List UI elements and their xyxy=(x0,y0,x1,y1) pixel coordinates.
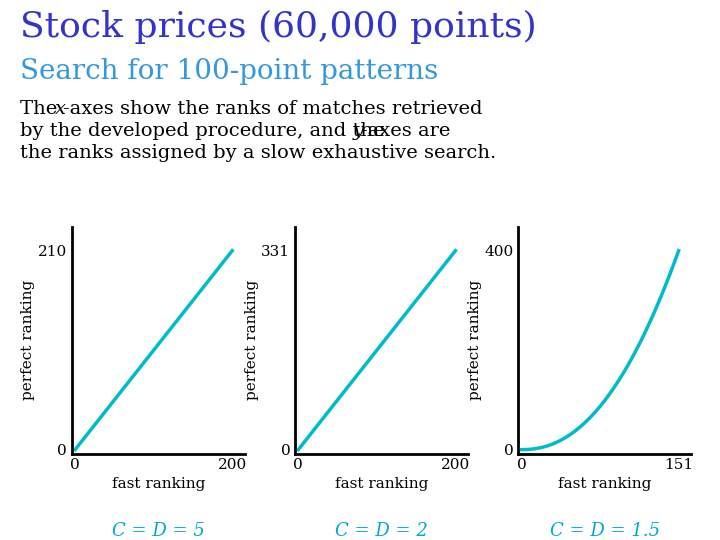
Y-axis label: perfect ranking: perfect ranking xyxy=(467,280,482,400)
Text: Search for 100-point patterns: Search for 100-point patterns xyxy=(20,58,438,85)
Text: y: y xyxy=(354,122,364,140)
Y-axis label: perfect ranking: perfect ranking xyxy=(21,280,35,400)
Text: C = D = 1.5: C = D = 1.5 xyxy=(550,522,660,539)
Text: -axes are: -axes are xyxy=(361,122,451,140)
X-axis label: fast ranking: fast ranking xyxy=(335,477,428,491)
X-axis label: fast ranking: fast ranking xyxy=(558,477,652,491)
Text: by the developed procedure, and the: by the developed procedure, and the xyxy=(20,122,391,140)
Text: C = D = 2: C = D = 2 xyxy=(336,522,428,539)
Text: the ranks assigned by a slow exhaustive search.: the ranks assigned by a slow exhaustive … xyxy=(20,144,496,162)
Text: C = D = 5: C = D = 5 xyxy=(112,522,204,539)
X-axis label: fast ranking: fast ranking xyxy=(112,477,205,491)
Y-axis label: perfect ranking: perfect ranking xyxy=(245,280,258,400)
Text: The: The xyxy=(20,100,63,118)
Text: -axes show the ranks of matches retrieved: -axes show the ranks of matches retrieve… xyxy=(63,100,482,118)
Text: Stock prices (60,000 points): Stock prices (60,000 points) xyxy=(20,10,537,44)
Text: x: x xyxy=(55,100,66,118)
